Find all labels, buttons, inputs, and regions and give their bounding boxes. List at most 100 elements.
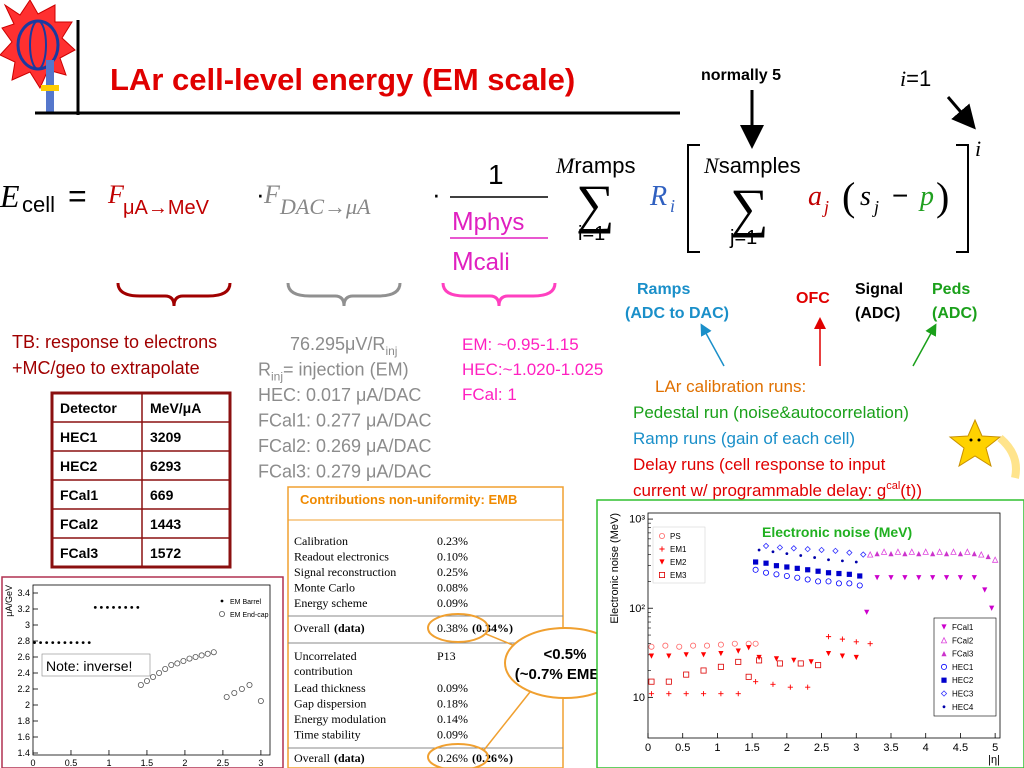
overall-value: 0.38% [437, 621, 468, 635]
formula-part: M [452, 246, 474, 276]
formula-part: N [703, 153, 720, 178]
x-tick-label: 1.5 [141, 758, 154, 768]
x-axis-label: |η| [988, 754, 1000, 766]
y-tick-label: 2.6 [17, 652, 30, 662]
formula-part: Nsamples [703, 153, 801, 178]
marker [753, 559, 759, 565]
dac-text: R [258, 360, 271, 380]
marker [770, 681, 776, 687]
x-tick-label: 2 [784, 742, 790, 754]
marker [985, 553, 991, 560]
marker [846, 549, 853, 556]
label: (ADC) [932, 305, 977, 322]
contribution-row: 0.09% [437, 681, 468, 695]
marker [106, 606, 109, 609]
marker [665, 678, 672, 685]
marker [150, 674, 157, 681]
marker [218, 611, 225, 618]
marker [659, 533, 666, 540]
marker [982, 587, 988, 593]
contribution-row: 0.09% [437, 728, 468, 742]
marker [124, 606, 128, 609]
runs-text: current w/ programmable delay: g [633, 481, 886, 500]
formula-part: j [872, 197, 879, 217]
x-tick-label: 2.5 [217, 758, 230, 768]
marker [941, 624, 947, 630]
marker [143, 678, 150, 685]
runs-line: Ramp runs (gain of each cell) [633, 429, 855, 448]
marker [894, 548, 902, 555]
contribution-row: Calibration [294, 534, 348, 548]
plot-area [647, 512, 1001, 739]
contribution-row: 0.18% [437, 697, 468, 711]
marker [791, 657, 797, 663]
marker [210, 649, 217, 656]
formula-part: ) [936, 174, 949, 219]
x-tick-label: 3.5 [883, 742, 898, 754]
marker [804, 545, 811, 553]
highlight [427, 743, 489, 768]
marker [666, 653, 672, 659]
marker [220, 599, 224, 603]
legend-label: HEC2 [952, 676, 974, 685]
x-tick-label: 1 [106, 758, 111, 768]
marker [785, 552, 789, 555]
marker [866, 551, 874, 558]
dac-text: HEC: 0.017 μA/DAC [258, 385, 421, 405]
legend-label: HEC3 [952, 690, 974, 699]
formula-part: j=1 [729, 227, 757, 249]
dac-text: inj [385, 344, 397, 358]
formula-part: p [918, 181, 934, 212]
marker [864, 609, 870, 615]
scatter-plot: 0 0.5 1 1.5 2 2.5 3 1.4 1.6 1.8 2 2.2 2.4 2.6 2.8 3 3.2 3… [4, 584, 271, 768]
table-header: MeV/μA [150, 400, 201, 416]
formula-part: ( [842, 174, 855, 219]
marker [648, 691, 655, 697]
marker [717, 663, 724, 670]
marker [223, 694, 230, 701]
y-tick-label: 1.6 [17, 732, 30, 742]
brace [116, 282, 232, 307]
marker [857, 573, 863, 579]
marker [815, 662, 822, 669]
contribution-row: 0.23% [437, 534, 468, 548]
marker [136, 606, 140, 609]
marker [168, 662, 175, 669]
marker [856, 582, 863, 589]
marker [790, 545, 797, 552]
legend-label: EM2 [670, 558, 687, 567]
connector [483, 691, 531, 751]
marker [825, 578, 832, 585]
formula-part: i=1 [578, 223, 605, 245]
marker [825, 650, 832, 657]
contribution-row: Monte Carlo [294, 581, 355, 595]
marker [762, 542, 770, 550]
em-scale-line: TB: response to electrons [12, 332, 217, 352]
formula-part: j [822, 197, 829, 217]
marker [180, 658, 187, 665]
marker [690, 642, 697, 649]
arrow [912, 323, 937, 367]
formula-part: F [263, 180, 281, 209]
marker [957, 550, 964, 557]
marker [787, 684, 793, 690]
marker [991, 556, 999, 563]
contribution-row: Signal reconstruction [294, 565, 396, 579]
formula-part: a [808, 181, 822, 212]
overall-label: Overall [294, 621, 331, 635]
overall-value: 0.26% [437, 751, 468, 765]
dac-text: 76.295μV/R [290, 334, 385, 354]
x-tick-label: 0.5 [65, 758, 78, 768]
legend-label: EM1 [670, 545, 687, 554]
y-tick-label: 10² [629, 603, 645, 615]
contribution-row: Time stability [294, 728, 361, 742]
x-tick-label: 0.5 [675, 742, 690, 754]
marker [776, 544, 784, 551]
contribution-row: 0.09% [437, 596, 468, 610]
phys-cali-line: EM: ~0.95-1.15 [462, 335, 579, 354]
formula-part: − [892, 180, 908, 211]
marker [746, 645, 752, 651]
table-cell: HEC2 [60, 458, 98, 474]
marker [930, 550, 936, 557]
marker [137, 682, 144, 689]
